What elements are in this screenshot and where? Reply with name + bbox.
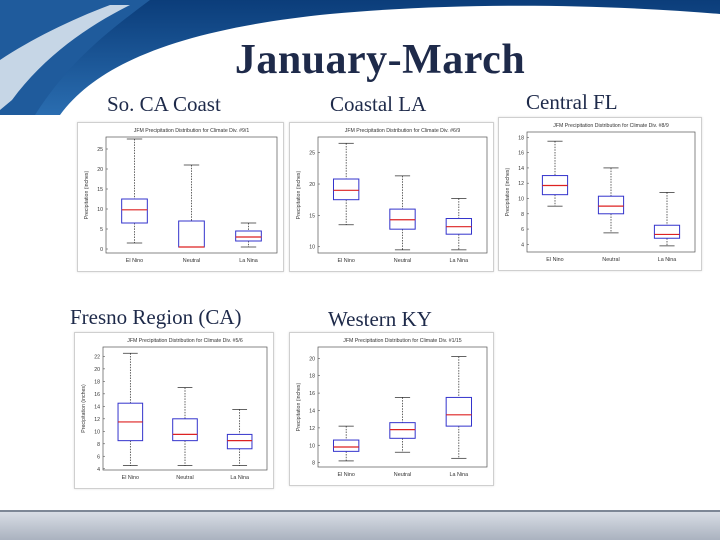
y-tick-label: 20 [94,367,100,373]
boxplot-panel-central-fl: JFM Precipitation Distribution for Clima… [498,117,702,271]
y-tick-label: 25 [97,147,103,153]
y-tick-label: 10 [94,429,100,435]
y-tick-label: 15 [97,187,103,193]
footer-divider [0,510,720,513]
boxplot-chart-so-ca-coast: JFM Precipitation Distribution for Clima… [84,128,278,264]
plot-frame [317,136,488,254]
iqr-box [226,433,253,450]
region-label-central-fl: Central FL [526,90,618,114]
boxplot-chart-central-fl: JFM Precipitation Distribution for Clima… [505,123,696,263]
x-category-label: Neutral [394,472,411,478]
y-tick-label: 4 [521,242,524,248]
iqr-box [172,418,198,442]
x-category-label: El Nino [546,257,563,263]
y-tick-label: 14 [518,166,524,172]
plot-frame [526,131,696,253]
chart-title: JFM Precipitation Distribution for Clima… [134,128,250,134]
chart-title: JFM Precipitation Distribution for Clima… [343,338,462,344]
y-tick-label: 16 [94,392,100,398]
plot-frame [105,136,278,254]
x-category-label: La Nina [658,257,677,263]
y-tick-label: 16 [309,391,315,397]
footer-bar [0,512,720,540]
y-tick-label: 10 [309,443,315,449]
boxplot-panel-coastal-la: JFM Precipitation Distribution for Clima… [289,122,494,272]
x-category-label: Neutral [183,258,200,264]
y-tick-label: 22 [94,354,100,360]
region-label-coastal-la: Coastal LA [330,92,427,116]
y-tick-label: 5 [100,227,103,233]
y-tick-label: 16 [518,151,524,157]
boxplot-panel-western-ky: JFM Precipitation Distribution for Clima… [289,332,494,486]
iqr-box [121,198,148,224]
iqr-box [653,224,681,239]
x-category-label: La Nina [450,472,469,478]
y-axis-label: Precipitation (inches) [296,383,302,432]
y-tick-label: 20 [97,167,103,173]
chart-title: JFM Precipitation Distribution for Clima… [553,123,669,129]
y-tick-label: 12 [94,417,100,423]
y-tick-label: 6 [97,454,100,460]
y-tick-label: 20 [309,356,315,362]
y-tick-label: 10 [97,207,103,213]
x-category-label: Neutral [176,475,193,481]
y-axis-label: Precipitation (inches) [84,171,90,220]
y-tick-label: 8 [312,461,315,467]
chart-title: JFM Precipitation Distribution for Clima… [127,338,243,344]
y-tick-label: 6 [521,227,524,233]
y-tick-label: 10 [518,196,524,202]
y-tick-label: 18 [309,374,315,380]
slide-title: January-March [234,37,526,83]
x-category-label: El Nino [122,475,139,481]
iqr-box [332,178,360,201]
y-axis-label: Precipitation (inches) [296,171,302,220]
x-category-label: La Nina [450,258,469,264]
y-tick-label: 0 [100,247,103,253]
x-category-label: La Nina [239,258,258,264]
x-category-label: Neutral [602,257,619,263]
region-label-so-ca-coast: So. CA Coast [107,92,221,116]
iqr-box [235,230,262,242]
y-tick-label: 10 [309,245,315,251]
y-tick-label: 12 [309,426,315,432]
chart-title: JFM Precipitation Distribution for Clima… [345,128,461,134]
x-category-label: El Nino [126,258,143,264]
y-tick-label: 14 [94,404,100,410]
plot-frame [102,346,268,471]
iqr-box [332,439,360,452]
x-category-label: El Nino [337,258,354,264]
boxplot-chart-coastal-la: JFM Precipitation Distribution for Clima… [296,128,488,264]
y-axis-label: Precipitation (inches) [81,384,87,433]
iqr-box [389,208,416,230]
iqr-box [389,422,416,439]
y-tick-label: 20 [309,182,315,188]
iqr-box [597,195,625,215]
y-tick-label: 4 [97,467,100,473]
y-tick-label: 12 [518,181,524,187]
y-tick-label: 8 [521,212,524,218]
region-label-western-ky: Western KY [328,307,432,331]
plot-frame [317,346,488,468]
boxplot-chart-fresno-region: JFM Precipitation Distribution for Clima… [81,338,268,481]
y-tick-label: 18 [94,379,100,385]
y-tick-label: 18 [518,135,524,141]
y-tick-label: 8 [97,442,100,448]
region-label-fresno-region: Fresno Region (CA) [70,305,242,329]
boxplot-panel-so-ca-coast: JFM Precipitation Distribution for Clima… [77,122,284,272]
y-tick-label: 15 [309,213,315,219]
y-tick-label: 25 [309,151,315,157]
y-tick-label: 14 [309,408,315,414]
iqr-box [178,220,205,248]
x-category-label: El Nino [337,472,354,478]
boxplot-chart-western-ky: JFM Precipitation Distribution for Clima… [296,338,488,478]
x-category-label: Neutral [394,258,411,264]
y-axis-label: Precipitation (inches) [505,168,511,217]
boxplot-panel-fresno-region: JFM Precipitation Distribution for Clima… [74,332,274,489]
iqr-box [445,396,473,427]
x-category-label: La Nina [230,475,249,481]
